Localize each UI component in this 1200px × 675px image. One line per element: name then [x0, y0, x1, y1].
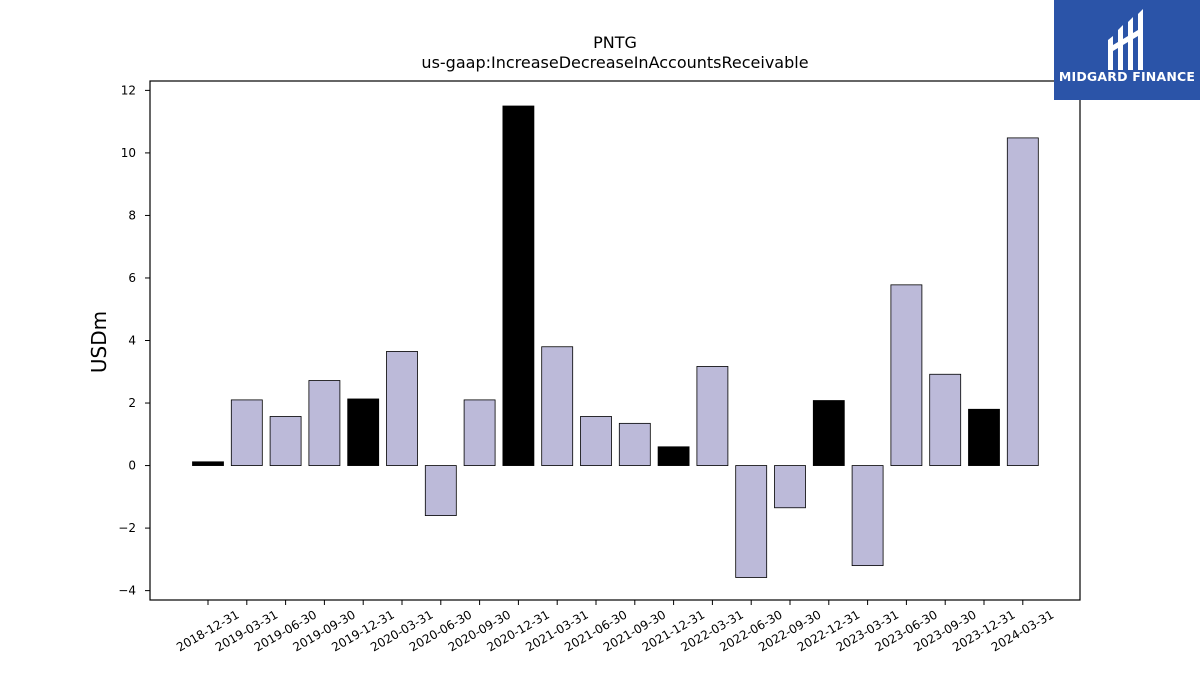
chart-title: PNTG	[593, 33, 637, 52]
y-tick-label: 12	[121, 83, 136, 97]
bar-2023-12-31	[968, 408, 1000, 466]
bar-2019-12-31	[347, 398, 380, 466]
bar-2021-06-30	[580, 416, 612, 466]
bar-2020-09-30	[463, 399, 496, 466]
y-axis: −4 −2 0 2 4 6 8 10 12	[118, 83, 150, 598]
y-tick-label: 10	[121, 146, 136, 160]
brand-logo: MIDGARD FINANCE	[1054, 0, 1200, 100]
bar-2021-03-31	[541, 346, 574, 466]
bar-2019-03-31	[230, 399, 263, 466]
bar-2020-03-31	[386, 351, 418, 466]
bars-group	[192, 105, 1039, 578]
y-tick-label: 0	[128, 459, 136, 473]
y-tick-label: 2	[128, 396, 136, 410]
bar-2023-06-30	[890, 284, 923, 466]
bar-2022-09-30	[774, 465, 806, 509]
bar-2019-09-30	[308, 380, 341, 466]
bar-2019-06-30	[269, 416, 302, 466]
bar-2022-03-31	[696, 366, 729, 466]
y-tick-label: 6	[128, 271, 136, 285]
bar-2018-12-31	[192, 461, 224, 466]
plot-frame	[149, 80, 1081, 601]
midgard-logo-icon	[1108, 9, 1143, 70]
y-tick-label: 4	[128, 334, 136, 348]
chart-subtitle: us-gaap:IncreaseDecreaseInAccountsReceiv…	[421, 53, 808, 72]
y-tick-label: −2	[118, 521, 136, 535]
bar-2023-09-30	[929, 373, 962, 466]
logo-text: MIDGARD FINANCE	[1058, 69, 1196, 84]
y-axis-label: USDm	[87, 311, 111, 373]
y-tick-label: −4	[118, 584, 136, 598]
bar-2020-06-30	[424, 465, 457, 516]
bar-2022-12-31	[812, 400, 845, 466]
bar-2022-06-30	[735, 465, 768, 578]
bar-2024-03-31	[1006, 137, 1039, 466]
bar-2021-09-30	[618, 422, 651, 466]
bar-2021-12-31	[657, 446, 690, 466]
y-tick-label: 8	[128, 208, 136, 222]
bar-2023-03-31	[851, 465, 884, 567]
x-axis: 2018-12-312019-03-312019-06-302019-09-30…	[174, 600, 1056, 654]
bar-2020-12-31	[502, 105, 535, 466]
